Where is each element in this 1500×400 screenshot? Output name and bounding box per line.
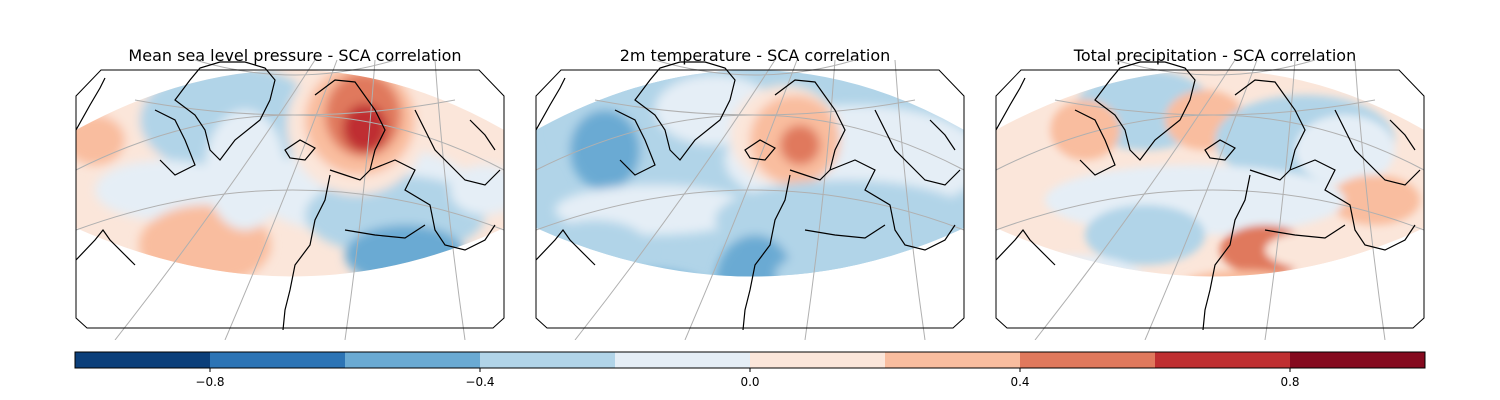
colorbar-segment	[1290, 352, 1426, 368]
map-t2m	[535, 59, 965, 340]
map-tp	[995, 59, 1425, 340]
map-boundary	[75, 69, 505, 329]
colorbar-tick-label: 0.4	[1010, 375, 1029, 389]
colorbar: −0.8 −0.4 0.0 0.4 0.8	[74, 351, 1426, 389]
colorbar-segment	[750, 352, 886, 368]
panel-t2m: 2m temperature - SCA correlation	[535, 0, 975, 340]
coastlines	[535, 61, 961, 331]
colorbar-segment	[345, 352, 481, 368]
colorbar-tick-label: −0.8	[195, 375, 224, 389]
colorbar-tick-label: 0.8	[1280, 375, 1299, 389]
colorbar-segments	[75, 352, 1426, 368]
graticule	[535, 59, 965, 340]
colorbar-tick-label: 0.0	[740, 375, 759, 389]
colorbar-segment	[210, 352, 346, 368]
map-boundary	[535, 69, 965, 329]
panel-title: 2m temperature - SCA correlation	[619, 46, 891, 65]
colorbar-segment	[615, 352, 751, 368]
panel-mslp: Mean sea level pressure - SCA correlatio…	[75, 0, 515, 340]
correlation-field	[76, 70, 504, 277]
graticule	[995, 59, 1425, 340]
colorbar-segment	[480, 352, 616, 368]
coastlines	[995, 61, 1421, 331]
colorbar-ticks: −0.8 −0.4 0.0 0.4 0.8	[195, 368, 1300, 389]
correlation-field	[996, 70, 1424, 277]
colorbar-tick-label: −0.4	[465, 375, 494, 389]
panel-title: Total precipitation - SCA correlation	[1073, 46, 1357, 65]
colorbar-segment	[885, 352, 1021, 368]
graticule	[75, 59, 505, 340]
panel-tp: Total precipitation - SCA correlation	[995, 0, 1435, 340]
colorbar-segment	[1020, 352, 1156, 368]
colorbar-segment	[1155, 352, 1291, 368]
correlation-field	[536, 70, 964, 277]
coastlines	[75, 61, 501, 331]
panel-title: Mean sea level pressure - SCA correlatio…	[128, 46, 462, 65]
map-boundary	[995, 69, 1425, 329]
map-mslp	[75, 59, 505, 340]
colorbar-segment	[75, 352, 211, 368]
